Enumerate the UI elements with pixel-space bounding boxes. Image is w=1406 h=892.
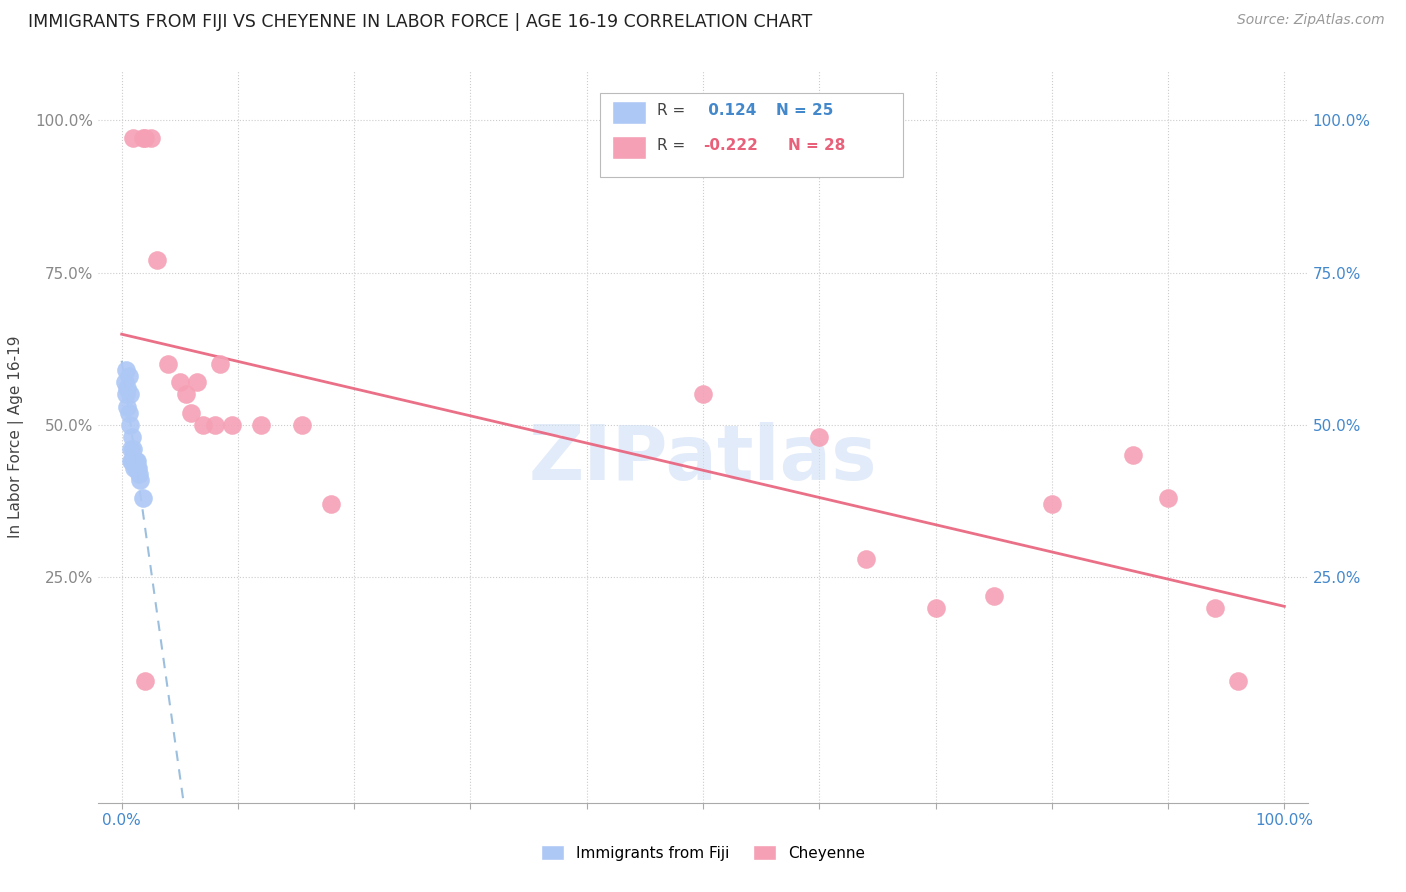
Point [118,417,141,432]
Point [127,460,149,475]
Point [291,417,314,432]
Point [186,376,208,390]
Point [128,467,150,481]
Point [118,387,141,401]
Point [125,454,148,468]
Point [122,442,145,457]
Point [139,131,162,145]
Point [692,387,714,401]
Text: N = 28: N = 28 [787,138,845,153]
Point [124,460,146,475]
Point [134,131,156,145]
Point [983,589,1005,603]
Point [319,497,342,511]
Point [121,454,143,468]
Point [191,417,214,432]
Point [131,131,153,145]
Text: R =: R = [657,103,690,119]
Point [808,430,831,444]
Point [221,417,243,432]
Point [145,253,167,268]
Text: R =: R = [657,138,690,153]
Point [1040,497,1063,511]
Point [1122,448,1144,462]
Point [124,454,146,468]
Point [250,417,273,432]
FancyBboxPatch shape [613,101,647,124]
Point [209,357,232,371]
Text: IMMIGRANTS FROM FIJI VS CHEYENNE IN LABOR FORCE | AGE 16-19 CORRELATION CHART: IMMIGRANTS FROM FIJI VS CHEYENNE IN LABO… [28,13,813,31]
Point [855,552,877,566]
Point [169,376,191,390]
Point [122,131,145,145]
Point [118,369,141,384]
Point [118,406,141,420]
Point [121,430,143,444]
Point [134,673,156,688]
Point [1226,673,1249,688]
Point [131,491,153,505]
Point [204,417,226,432]
Point [157,357,180,371]
Point [1157,491,1180,505]
Text: N = 25: N = 25 [776,103,832,119]
Point [117,381,139,395]
Point [114,376,136,390]
Text: 0.124: 0.124 [703,103,756,119]
Y-axis label: In Labor Force | Age 16-19: In Labor Force | Age 16-19 [8,335,24,539]
Text: Source: ZipAtlas.com: Source: ZipAtlas.com [1237,13,1385,28]
Point [1204,600,1226,615]
Point [129,473,152,487]
Point [115,363,138,377]
Point [122,454,145,468]
Point [174,387,197,401]
FancyBboxPatch shape [613,136,647,159]
Legend: Immigrants from Fiji, Cheyenne: Immigrants from Fiji, Cheyenne [533,837,873,868]
Point [120,454,142,468]
Point [180,406,202,420]
Point [117,400,139,414]
Point [120,442,142,457]
Point [124,460,146,475]
FancyBboxPatch shape [600,94,903,178]
Text: ZIPatlas: ZIPatlas [529,422,877,496]
Point [124,454,146,468]
Point [125,460,148,475]
Text: -0.222: -0.222 [703,138,758,153]
Point [115,387,138,401]
Point [924,600,946,615]
